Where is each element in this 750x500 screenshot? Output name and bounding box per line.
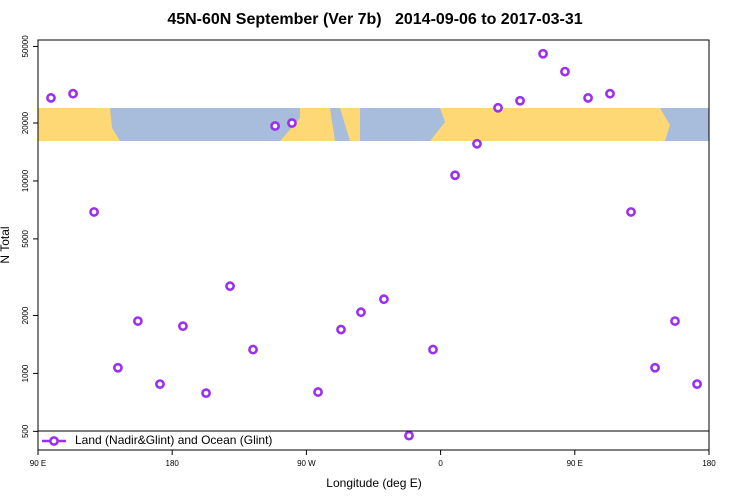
plot-frame [37, 39, 710, 451]
y-tick-label: 2000 [21, 306, 30, 324]
point [201, 388, 211, 399]
map-band [38, 108, 709, 141]
point [515, 95, 525, 106]
y-tick-label: 1000 [21, 364, 30, 382]
point [248, 344, 258, 355]
point [605, 88, 615, 99]
point [356, 307, 366, 318]
y-tick-label: 20000 [21, 111, 30, 134]
point [379, 294, 389, 305]
y-axis-label: N Total [0, 226, 12, 263]
point [270, 121, 280, 131]
x-tick-label: 90 W [297, 459, 316, 468]
point [313, 387, 323, 397]
point [428, 344, 438, 355]
point [472, 138, 482, 149]
point [46, 93, 56, 103]
point [404, 430, 414, 441]
legend-marker [49, 436, 59, 446]
x-tick-label: 0 [438, 459, 443, 468]
x-tick-label: 180 [166, 459, 180, 468]
point [178, 321, 188, 332]
legend-label: Land (Nadir&Glint) and Ocean (Glint) [75, 433, 272, 447]
point [626, 207, 636, 217]
point [89, 207, 99, 217]
chart-title: 45N-60N September (Ver 7b) 2014-09-06 to… [167, 11, 582, 28]
point [493, 102, 503, 113]
y-tick-label: 10000 [21, 169, 30, 192]
y-tick-label: 50000 [21, 35, 30, 58]
point [287, 118, 297, 128]
point [650, 362, 660, 373]
point [670, 316, 680, 326]
point [538, 48, 548, 59]
x-tick-label: 90 E [30, 459, 46, 468]
point [692, 379, 702, 389]
legend-box [37, 430, 710, 451]
x-tick-label: 90 E [567, 459, 583, 468]
point [133, 316, 143, 326]
point [225, 281, 235, 292]
point [583, 93, 593, 103]
y-tick-label: 500 [21, 424, 30, 438]
x-axis-label: Longitude (deg E) [326, 476, 421, 490]
point [155, 379, 165, 389]
x-tick-label: 180 [702, 459, 716, 468]
point [560, 66, 570, 77]
point [336, 324, 346, 335]
point [113, 362, 123, 373]
y-tick-label: 5000 [21, 229, 30, 247]
point [450, 170, 460, 181]
point [68, 88, 78, 99]
